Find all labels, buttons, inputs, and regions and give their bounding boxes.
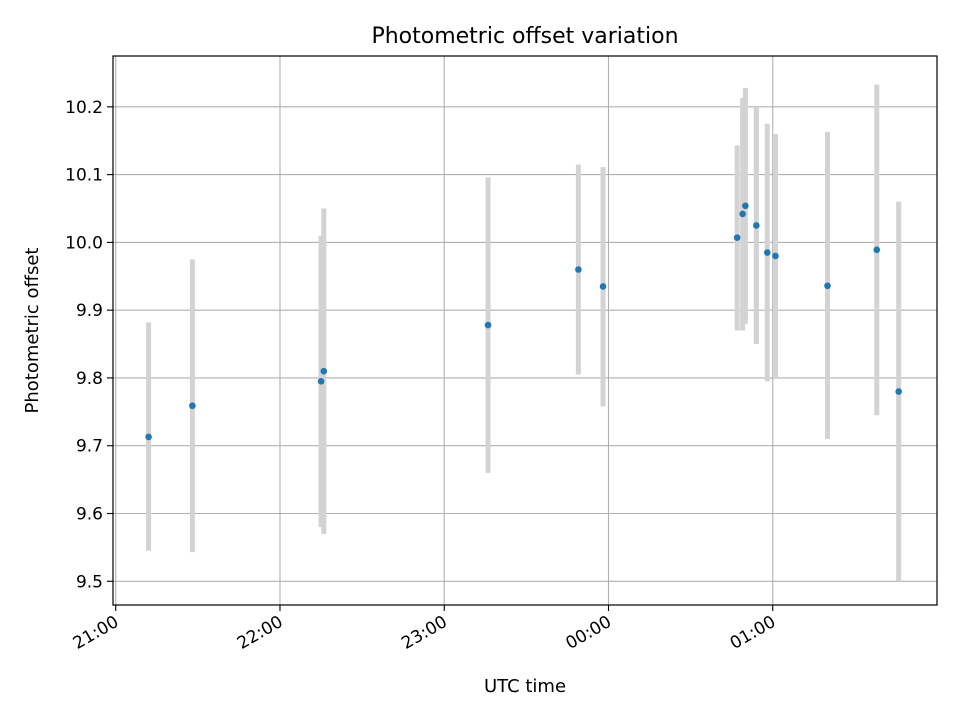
point-layer	[145, 202, 902, 441]
x-tick-label: 21:00	[70, 612, 122, 654]
data-point	[484, 321, 492, 329]
data-point	[824, 282, 831, 290]
y-tick-label: 10.0	[65, 233, 103, 253]
data-point	[320, 367, 328, 375]
y-tick-label: 9.9	[76, 301, 103, 321]
plot-frame	[112, 55, 938, 606]
errorbar-layer	[146, 84, 902, 582]
y-axis-ticks: 9.5 9.6 9.7 9.8 9.9 10.0 10.1 10.2	[65, 98, 113, 592]
x-tick-label: 23:00	[398, 612, 450, 654]
data-point	[317, 378, 325, 385]
data-point	[189, 402, 196, 410]
data-point	[599, 283, 607, 290]
x-tick-label: 22:00	[234, 612, 286, 654]
y-tick-label: 9.5	[76, 572, 103, 592]
x-tick-label: 00:00	[563, 612, 615, 654]
x-axis-ticks: 21:00 22:00 23:00 00:00 01:00	[70, 605, 779, 654]
y-tick-label: 9.8	[76, 369, 103, 389]
data-point	[145, 433, 152, 441]
y-tick-label: 10.1	[65, 166, 103, 186]
grid-layer	[113, 56, 937, 605]
data-point	[575, 266, 582, 273]
x-axis-label: UTC time	[484, 676, 566, 697]
y-tick-label: 9.6	[76, 505, 103, 525]
data-point	[895, 388, 902, 395]
data-point	[772, 252, 779, 260]
data-point	[753, 222, 760, 229]
data-point	[742, 202, 749, 210]
y-axis-label: Photometric offset	[22, 248, 43, 414]
data-point	[763, 249, 771, 256]
chart-title: Photometric offset variation	[371, 24, 678, 49]
data-point	[733, 234, 741, 241]
data-point	[873, 246, 881, 254]
x-tick-label: 01:00	[727, 612, 779, 654]
y-tick-label: 9.7	[76, 437, 103, 457]
data-point	[739, 210, 746, 218]
y-tick-label: 10.2	[65, 98, 103, 118]
